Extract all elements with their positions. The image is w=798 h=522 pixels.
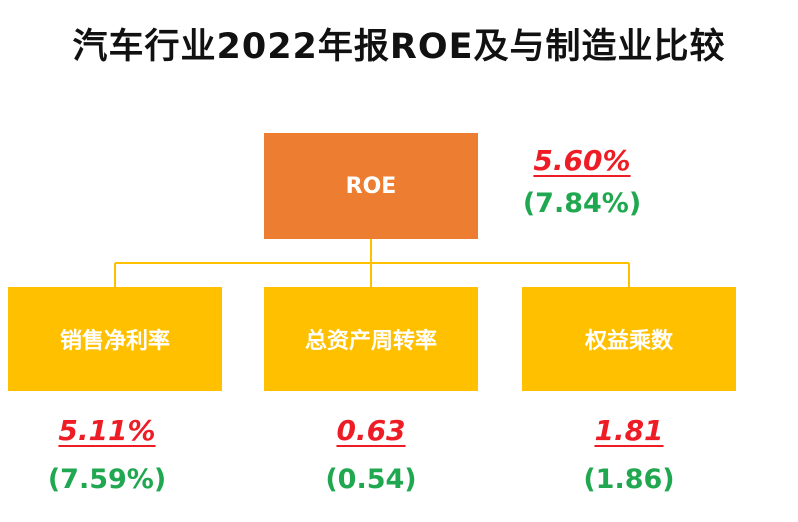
page-title: 汽车行业2022年报ROE及与制造业比较 bbox=[72, 27, 726, 67]
node-label: 总资产周转率 bbox=[304, 329, 437, 354]
roe-compare-value: (7.84%) bbox=[522, 188, 642, 219]
roe-node: ROE bbox=[264, 133, 478, 239]
node-net-profit-margin: 销售净利率 bbox=[8, 287, 222, 391]
roe-node-label: ROE bbox=[345, 173, 397, 199]
net-profit-margin-compare: (7.59%) bbox=[47, 464, 167, 495]
asset-turnover-value: 0.63 bbox=[336, 414, 406, 447]
node-asset-turnover: 总资产周转率 bbox=[264, 287, 478, 391]
net-profit-margin-value: 5.11% bbox=[58, 414, 156, 447]
node-label: 销售净利率 bbox=[59, 329, 170, 354]
node-label: 权益乘数 bbox=[584, 329, 673, 354]
node-equity-multiplier: 权益乘数 bbox=[522, 287, 736, 391]
equity-multiplier-compare: (1.86) bbox=[583, 464, 675, 495]
equity-multiplier-value: 1.81 bbox=[594, 414, 664, 447]
asset-turnover-compare: (0.54) bbox=[325, 464, 417, 495]
roe-value: 5.60% bbox=[533, 144, 631, 177]
